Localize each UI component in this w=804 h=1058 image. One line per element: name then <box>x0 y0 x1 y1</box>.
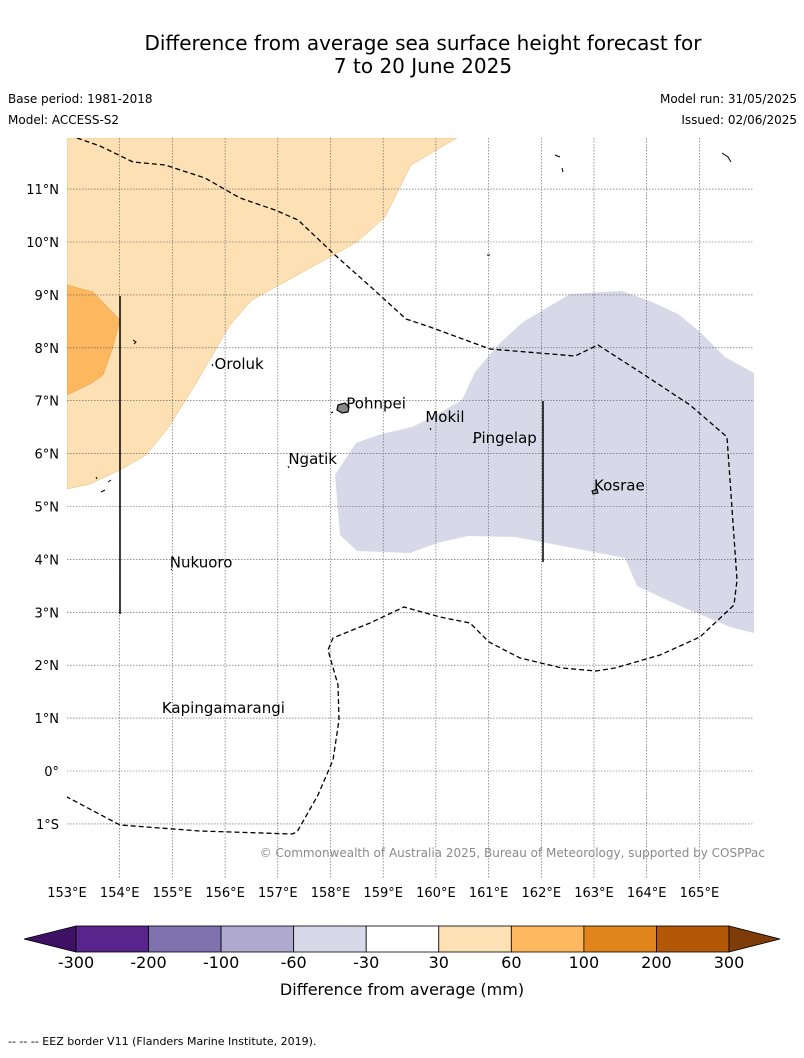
place-labels: Oroluk Pohnpei Mokil Pingelap Ngatik Kosrae Nu… <box>162 355 645 717</box>
base-period: Base period: 1981-2018 <box>8 92 153 106</box>
colorbar-segment <box>365 925 440 953</box>
place-label-ngatik: Ngatik <box>288 450 337 468</box>
colorbar-segment <box>438 925 512 953</box>
eez-footnote: -- -- -- EEZ border V11 (Flanders Marine… <box>8 1035 317 1048</box>
colorbar-tick-label: 60 <box>501 953 521 972</box>
title-line-2: 7 to 20 June 2025 <box>333 54 513 78</box>
lat-tick-label: 0° <box>44 765 59 780</box>
colorbar-extend-low <box>23 925 77 953</box>
lon-tick-label: 164°E <box>627 886 667 901</box>
colorbar: -300 -200 -100 -60 -30 30 60 100 200 300 <box>23 925 781 972</box>
place-label-kapingamarangi: Kapingamarangi <box>162 699 285 717</box>
colorbar-tick-label: -200 <box>130 953 166 972</box>
lon-tick-label: 153°E <box>47 886 87 901</box>
pohnpei-island-shape <box>336 402 350 414</box>
title-line-1: Difference from average sea surface heig… <box>144 31 702 55</box>
model-run: Model run: 31/05/2025 <box>659 92 797 106</box>
lon-tick-label: 163°E <box>574 886 614 901</box>
place-label-oroluk: Oroluk <box>215 355 264 373</box>
colorbar-segment <box>75 925 149 953</box>
lat-tick-label: 1°N <box>35 712 60 727</box>
colorbar-segment <box>656 925 730 953</box>
colorbar-tick-label: 300 <box>714 953 745 972</box>
colorbar-tick-label: 30 <box>429 953 449 972</box>
lon-tick-label: 165°E <box>680 886 720 901</box>
lon-tick-label: 155°E <box>153 886 193 901</box>
place-label-mokil: Mokil <box>425 408 464 426</box>
lon-tick-label: 154°E <box>100 886 140 901</box>
colorbar-tick-label: 200 <box>641 953 672 972</box>
anomaly-region-minus30-minus60 <box>335 291 754 633</box>
lat-tick-label: 5°N <box>35 501 60 516</box>
colorbar-segment <box>148 925 222 953</box>
lat-tick-label: 8°N <box>35 342 60 357</box>
lon-tick-label: 162°E <box>522 886 562 901</box>
lat-tick-label: 3°N <box>35 606 60 621</box>
longitude-tick-labels: 153°E 154°E 155°E 156°E 157°E 158°E 159°E 160°E… <box>47 886 719 901</box>
lat-tick-label: 2°N <box>35 659 60 674</box>
place-label-nukuoro: Nukuoro <box>170 553 233 571</box>
colorbar-segment <box>293 925 367 953</box>
kosrae-island-shape <box>591 488 599 495</box>
lat-tick-label: 11°N <box>26 183 59 198</box>
small-islet-shapes <box>95 152 732 708</box>
anomaly-region-30-60 <box>67 138 458 490</box>
colorbar-segment <box>583 925 657 953</box>
lon-tick-label: 158°E <box>311 886 351 901</box>
lat-tick-label: 9°N <box>35 289 60 304</box>
lat-tick-label: 7°N <box>35 395 60 410</box>
colorbar-label: Difference from average (mm) <box>280 980 524 999</box>
lon-tick-label: 160°E <box>416 886 456 901</box>
map-gridlines <box>67 138 754 879</box>
lon-tick-label: 159°E <box>363 886 403 901</box>
colorbar-tick-label: -30 <box>353 953 379 972</box>
colorbar-extend-high <box>728 925 781 953</box>
lat-tick-label: 4°N <box>35 553 60 568</box>
lon-tick-label: 157°E <box>258 886 298 901</box>
lat-tick-label: 6°N <box>35 448 60 463</box>
colorbar-tick-label: -100 <box>203 953 239 972</box>
latitude-tick-labels: 11°N 10°N 9°N 8°N 7°N 6°N 5°N 4°N 3°N 2°N 1°N 0° 1°S <box>26 183 59 833</box>
place-label-pingelap: Pingelap <box>473 429 537 447</box>
lat-tick-label: 10°N <box>26 236 59 251</box>
chart-title: Difference from average sea surface heig… <box>0 32 804 78</box>
lat-tick-label: 1°S <box>36 818 59 833</box>
model-name: Model: ACCESS-S2 <box>8 113 120 127</box>
anomaly-region-60-100 <box>67 284 121 396</box>
colorbar-segment <box>510 925 585 953</box>
colorbar-tick-label: -60 <box>281 953 307 972</box>
eez-border-north <box>67 138 738 835</box>
lon-tick-label: 156°E <box>205 886 245 901</box>
lon-tick-label: 161°E <box>469 886 509 901</box>
colorbar-tick-label: -300 <box>58 953 94 972</box>
colorbar-tick-label: 100 <box>569 953 600 972</box>
copyright-notice: © Commonwealth of Australia 2025, Bureau… <box>260 846 765 860</box>
colorbar-segment <box>220 925 295 953</box>
place-label-kosrae: Kosrae <box>594 477 645 495</box>
issued-date: Issued: 02/06/2025 <box>681 113 797 127</box>
place-label-pohnpei: Pohnpei <box>346 395 406 413</box>
map-area <box>67 138 754 879</box>
